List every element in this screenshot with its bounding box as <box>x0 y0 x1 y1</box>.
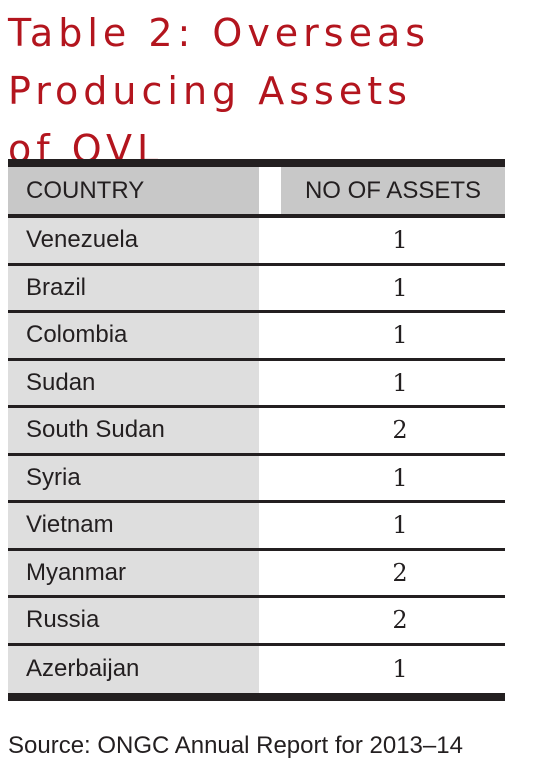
table-row: Myanmar 2 <box>8 550 505 598</box>
cell-assets: 2 <box>392 606 408 635</box>
cell-assets: 2 <box>392 416 408 445</box>
cell-country: Russia <box>8 598 259 643</box>
cell-assets: 1 <box>392 463 408 492</box>
table-title: Table 2: Overseas Producing Assets of OV… <box>8 4 528 178</box>
table-bottom-rule <box>8 693 505 701</box>
table-top-rule <box>8 159 505 167</box>
table-row: Colombia 1 <box>8 313 505 361</box>
assets-table: COUNTRY NO OF ASSETS Venezuela 1 Brazil 1 Co… <box>8 159 505 701</box>
title-line-2: Producing Assets <box>8 69 412 113</box>
table-row: Sudan 1 <box>8 360 505 408</box>
table-row: Venezuela 1 <box>8 218 505 266</box>
cell-country: Vietnam <box>8 503 259 548</box>
cell-country: Myanmar <box>8 550 259 595</box>
cell-assets: 2 <box>392 558 408 587</box>
table-row: Syria 1 <box>8 455 505 503</box>
cell-assets: 1 <box>392 226 408 255</box>
cell-assets: 1 <box>392 655 408 684</box>
table-body: Venezuela 1 Brazil 1 Colombia 1 Sudan 1 South Su… <box>8 218 505 693</box>
column-header-assets: NO OF ASSETS <box>281 167 505 214</box>
table-row: Russia 2 <box>8 598 505 646</box>
cell-country: Sudan <box>8 360 259 405</box>
cell-assets: 1 <box>392 511 408 540</box>
cell-assets: 1 <box>392 368 408 397</box>
header-gap <box>259 167 281 214</box>
cell-country: Venezuela <box>8 218 259 263</box>
cell-country: Azerbaijan <box>8 645 259 693</box>
table-header-row: COUNTRY NO OF ASSETS <box>8 167 505 214</box>
cell-country: Syria <box>8 455 259 500</box>
title-line-1: Table 2: Overseas <box>8 11 431 55</box>
cell-assets: 1 <box>392 321 408 350</box>
table-row: Brazil 1 <box>8 265 505 313</box>
table-row: South Sudan 2 <box>8 408 505 456</box>
header-rule <box>8 214 505 218</box>
cell-country: Brazil <box>8 265 259 310</box>
table-row: Azerbaijan 1 <box>8 645 505 693</box>
column-header-country: COUNTRY <box>8 167 259 214</box>
cell-country: South Sudan <box>8 408 259 453</box>
cell-country: Colombia <box>8 313 259 358</box>
cell-assets: 1 <box>392 273 408 302</box>
table-row: Vietnam 1 <box>8 503 505 551</box>
source-note: Source: ONGC Annual Report for 2013–14 <box>8 732 463 759</box>
